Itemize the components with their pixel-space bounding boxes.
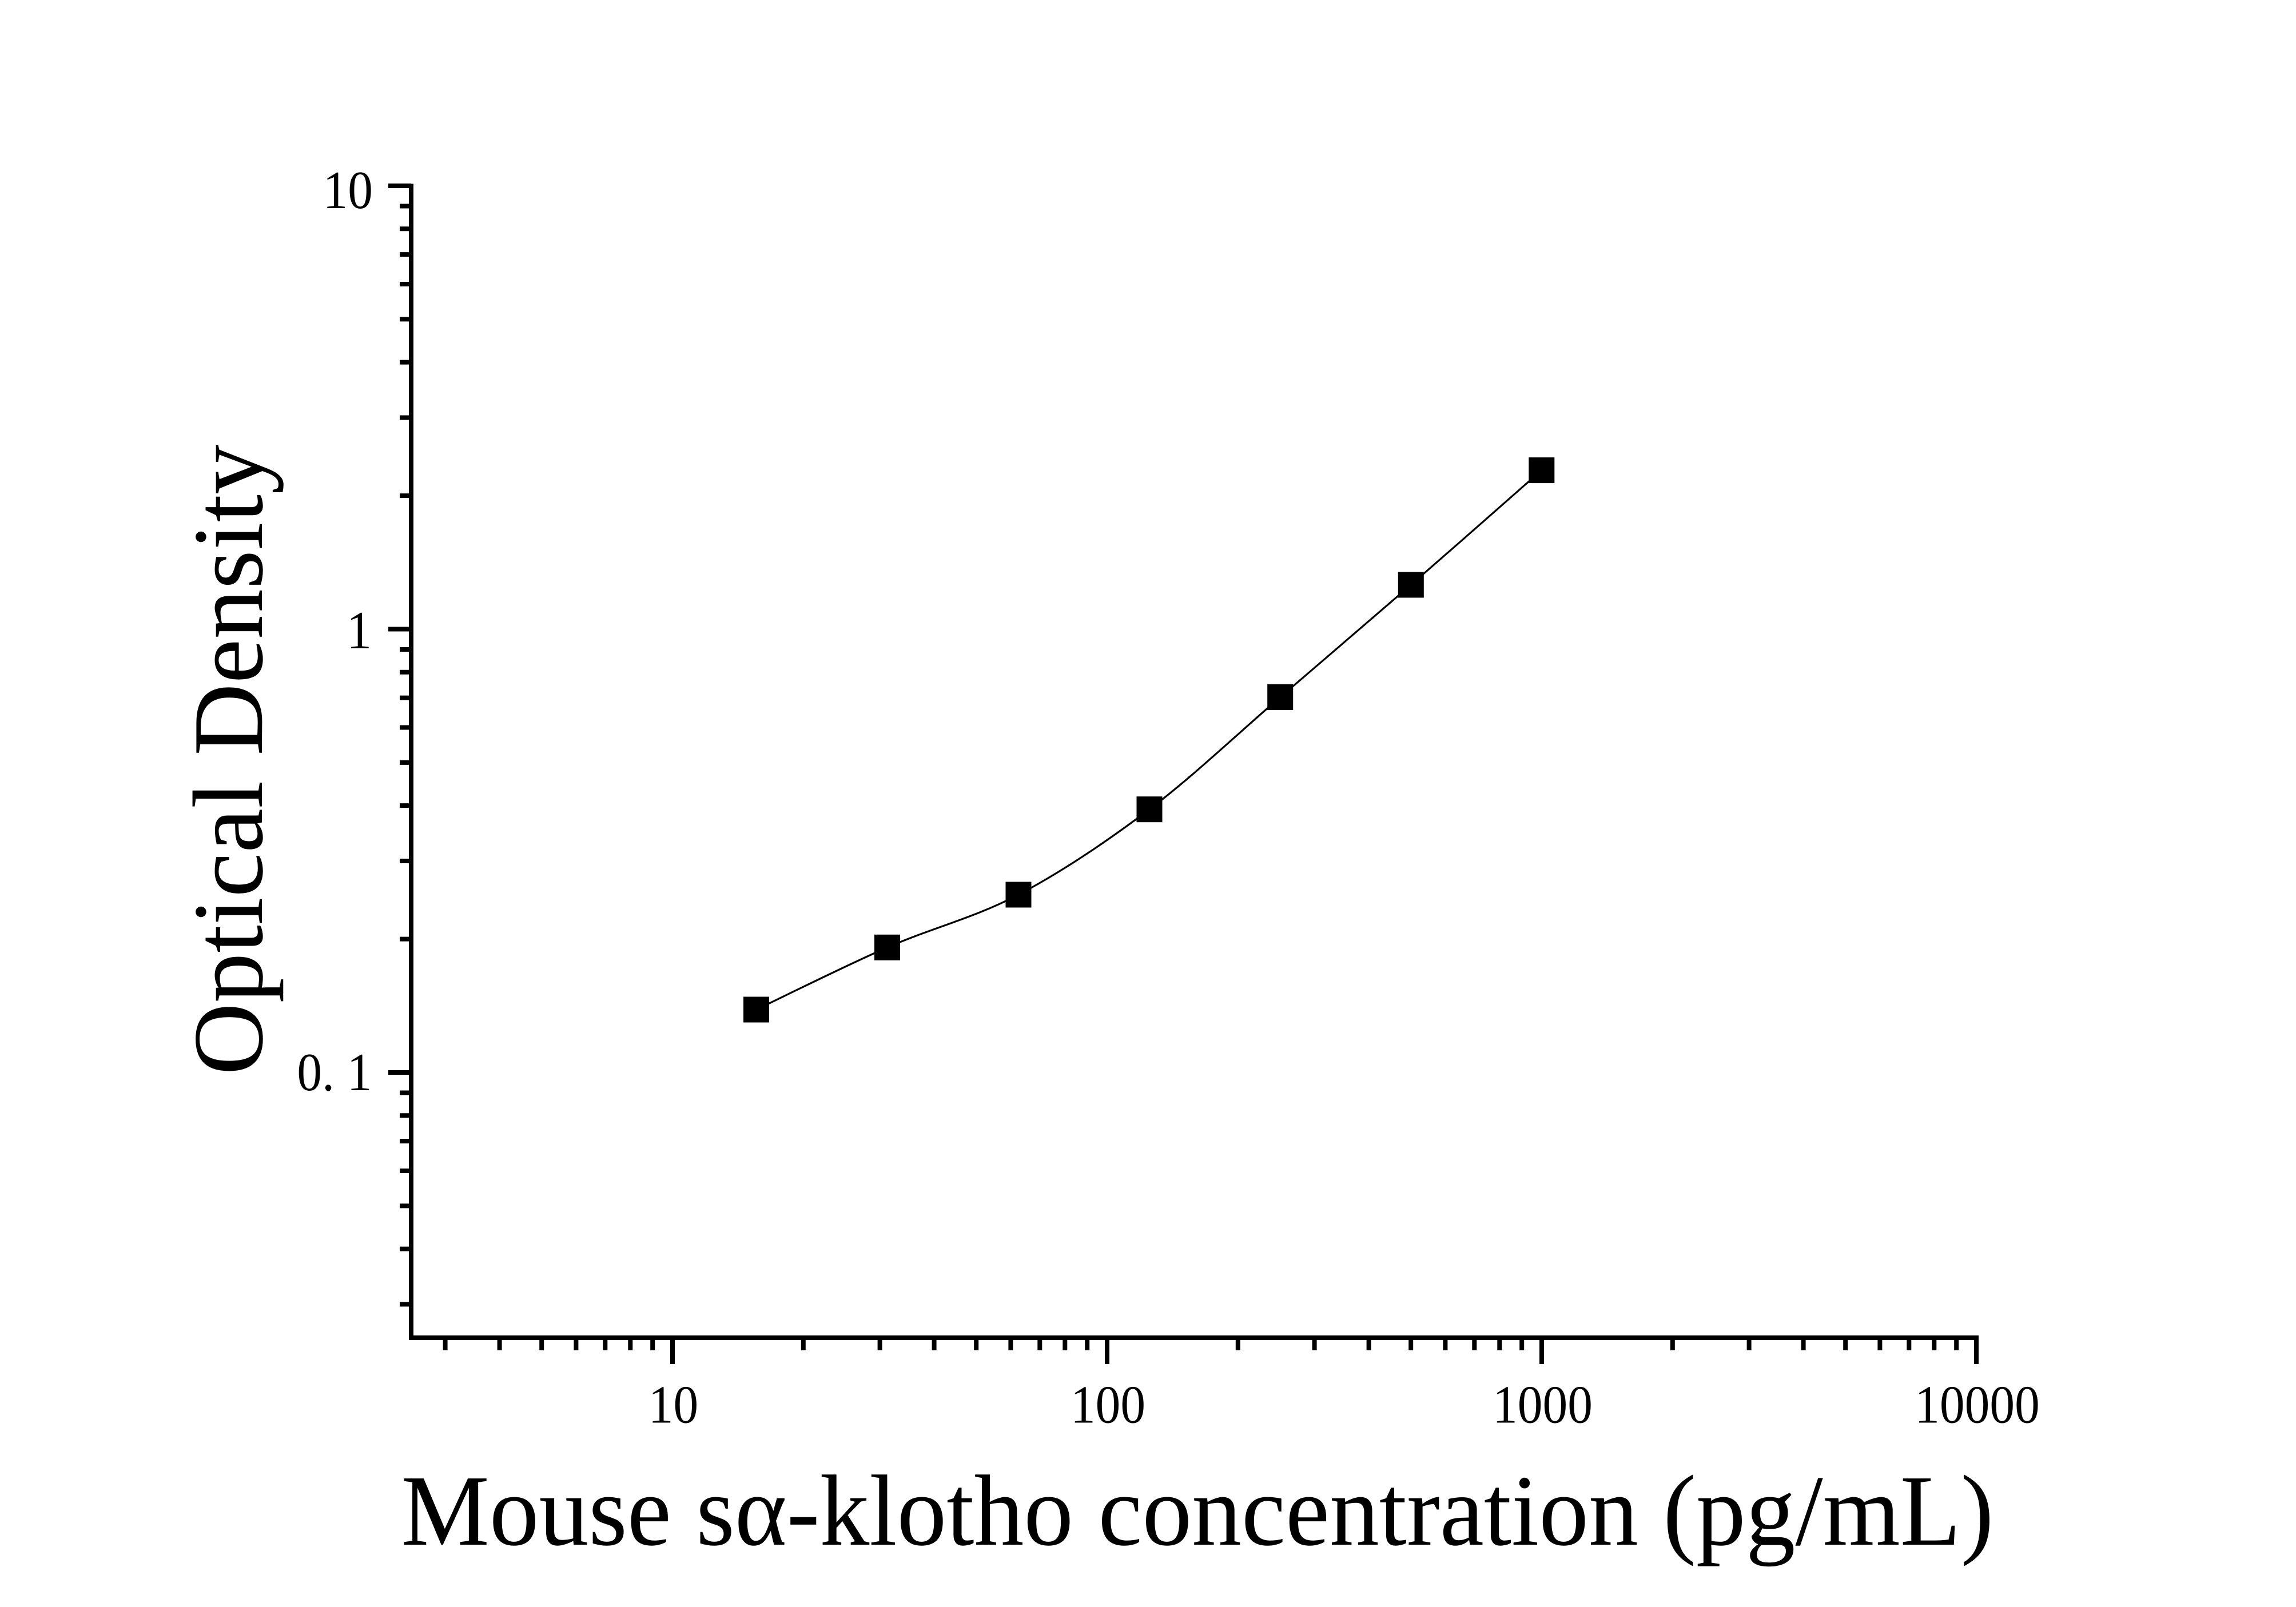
svg-text:10000: 10000	[1915, 1375, 2040, 1435]
svg-text:Mouse sα-klotho concentration: Mouse sα-klotho concentration (pg/mL)	[401, 1455, 1994, 1567]
svg-text:1: 1	[347, 601, 372, 660]
svg-text:1000: 1000	[1493, 1375, 1593, 1435]
svg-text:100: 100	[1071, 1375, 1145, 1435]
svg-text:10: 10	[648, 1375, 698, 1435]
svg-text:0. 1: 0. 1	[297, 1043, 372, 1102]
svg-text:10: 10	[323, 161, 373, 220]
svg-text:Optical Density: Optical Density	[173, 444, 284, 1075]
